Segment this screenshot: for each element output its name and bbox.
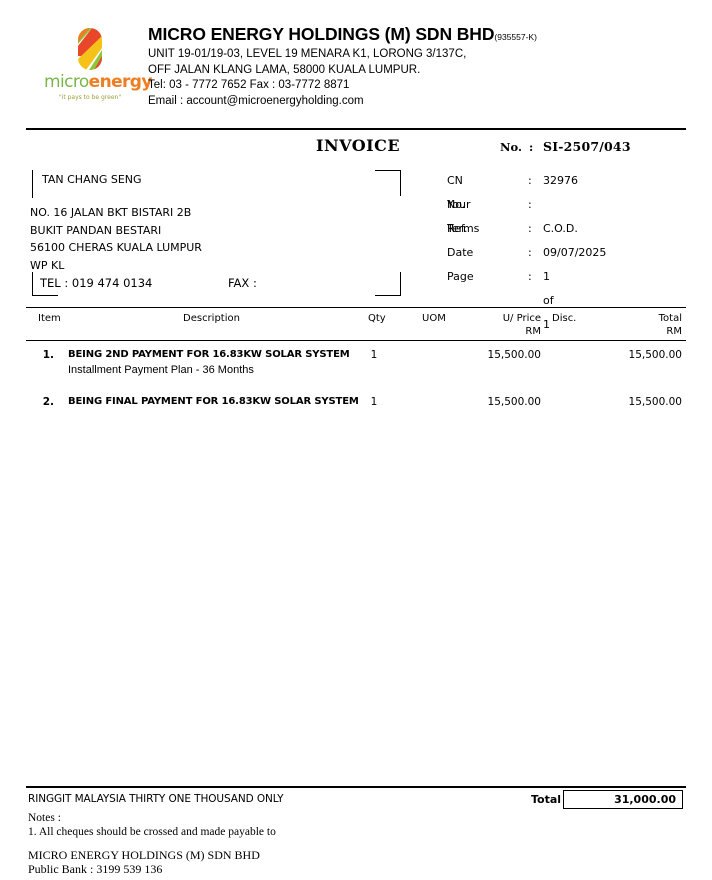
total-amount-value: 31,000.00 (614, 793, 676, 806)
row-item-number: 1. (42, 349, 54, 361)
footer-divider (26, 786, 686, 788)
meta-value: 09/07/2025 (543, 246, 607, 259)
company-details: MICRO ENERGY HOLDINGS (M) SDN BHD(935557… (148, 24, 668, 109)
total-amount-box: 31,000.00 (563, 790, 683, 809)
company-email: Email : account@microenergyholding.com (148, 94, 364, 107)
column-header-total-currency: RM (666, 326, 682, 337)
table-header-divider (26, 340, 686, 341)
column-header-qty: Qty (368, 313, 386, 324)
column-header-total: Total (658, 313, 682, 324)
meta-label: CN No. (447, 174, 466, 211)
meta-colon: : (528, 270, 532, 283)
company-address-line-2: OFF JALAN KLANG LAMA, 58000 KUALA LUMPUR… (148, 63, 421, 76)
customer-address-line: WP KL (30, 258, 65, 272)
company-name: MICRO ENERGY HOLDINGS (M) SDN BHD(935557… (148, 24, 668, 47)
meta-value: 32976 (543, 174, 578, 187)
customer-address-line: BUKIT PANDAN BESTARI (30, 223, 162, 237)
customer-address-line: NO. 16 JALAN BKT BISTARI 2B (30, 206, 192, 219)
bank-details: MICRO ENERGY HOLDINGS (M) SDN BHD Public… (28, 848, 260, 876)
logo-word-micro: micro (44, 72, 89, 92)
address-bracket-right-foot (375, 295, 401, 296)
row-qty: 1 (370, 396, 378, 408)
company-registration: (935557-K) (494, 32, 537, 42)
column-header-unit-price-currency: RM (525, 326, 541, 337)
company-phone-fax: Tel: 03 - 7772 7652 Fax : 03-7772 8871 (148, 79, 350, 91)
microenergy-logo-icon (78, 28, 102, 70)
page-title: INVOICE (316, 136, 401, 155)
meta-value: 1 of 1 (543, 270, 554, 331)
column-header-unit-price: U/ Price (502, 313, 541, 324)
row-description-secondary: Installment Payment Plan - 36 Months (68, 364, 254, 376)
notes-title: Notes : (28, 812, 61, 824)
invoice-no-colon: : (529, 140, 534, 154)
row-qty: 1 (370, 349, 378, 361)
table-top-divider (26, 307, 686, 308)
company-address-line-1: UNIT 19-01/19-03, LEVEL 19 MENARA K1, LO… (148, 48, 467, 60)
meta-label: Your Ref. (447, 198, 471, 235)
company-name-text: MICRO ENERGY HOLDINGS (M) SDN BHD (148, 24, 495, 44)
meta-label: Date (447, 246, 474, 259)
customer-tel: TEL : 019 474 0134 (40, 276, 153, 290)
customer-fax: FAX : (228, 276, 257, 290)
header-divider (26, 128, 686, 130)
amount-in-words: RINGGIT MALAYSIA THIRTY ONE THOUSAND ONL… (28, 793, 284, 805)
row-total: 15,500.00 (628, 349, 682, 361)
column-header-item: Item (38, 313, 61, 324)
total-label: Total (531, 793, 562, 806)
meta-label: Terms (447, 222, 480, 235)
company-logo: microenergy "it pays to be green" (44, 26, 152, 101)
notes-line-1: 1. All cheques should be crossed and mad… (28, 825, 276, 838)
address-bracket-right-head (375, 170, 401, 171)
row-unit-price: 15,500.00 (487, 396, 541, 408)
payment-notes: Notes : 1. All cheques should be crossed… (28, 812, 276, 839)
address-bracket-left-top (32, 170, 33, 198)
column-header-uom: UOM (422, 313, 446, 324)
meta-colon: : (528, 174, 532, 187)
row-total: 15,500.00 (628, 396, 682, 408)
address-bracket-left-foot (32, 295, 58, 296)
customer-name: TAN CHANG SENG (42, 173, 142, 186)
logo-tagline: "it pays to be green" (58, 94, 122, 101)
address-bracket-right-bottom (400, 272, 401, 296)
meta-colon: : (528, 246, 532, 259)
logo-wordmark: microenergy (44, 72, 152, 92)
bank-account-number: Public Bank : 3199 539 136 (28, 862, 163, 876)
row-item-number: 2. (42, 396, 54, 408)
column-header-discount: Disc. (552, 313, 577, 324)
row-description: BEING FINAL PAYMENT FOR 16.83KW SOLAR SY… (68, 396, 359, 407)
logo-word-energy: energy (88, 72, 153, 92)
customer-address-line: 56100 CHERAS KUALA LUMPUR (30, 241, 202, 254)
invoice-no-label: No. (500, 140, 522, 154)
column-header-description: Description (183, 313, 240, 324)
meta-label: Page (447, 270, 474, 283)
bank-payee-name: MICRO ENERGY HOLDINGS (M) SDN BHD (28, 848, 260, 862)
invoice-no-value: SI-2507/043 (543, 139, 631, 154)
address-bracket-left-bottom (32, 272, 33, 296)
customer-address: NO. 16 JALAN BKT BISTARI 2B BUKIT PANDAN… (30, 204, 202, 274)
meta-colon: : (528, 222, 532, 235)
row-description: BEING 2ND PAYMENT FOR 16.83KW SOLAR SYST… (68, 349, 350, 360)
meta-colon: : (528, 198, 532, 211)
row-unit-price: 15,500.00 (487, 349, 541, 361)
meta-value: C.O.D. (543, 222, 578, 235)
address-bracket-right-top (400, 170, 401, 196)
